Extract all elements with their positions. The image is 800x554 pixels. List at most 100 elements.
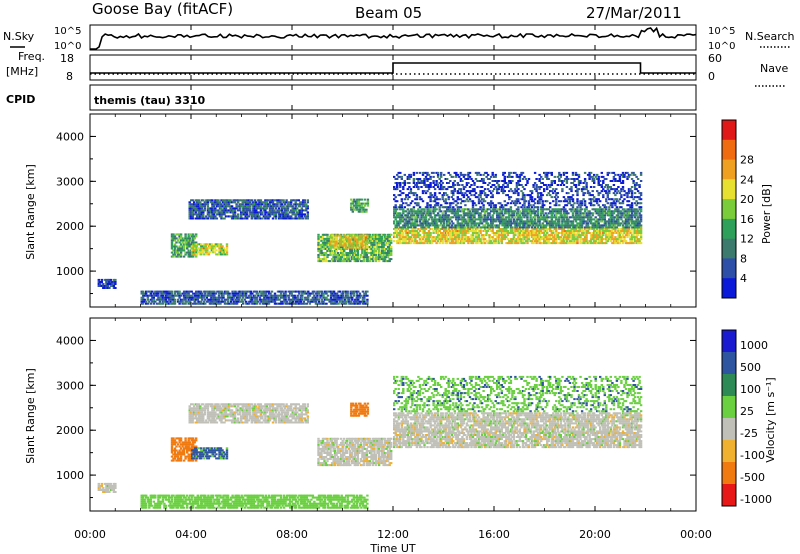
power-cell [571,222,575,225]
power-cell [543,230,546,232]
power-cell [429,204,432,207]
power-cell [353,200,356,203]
power-cell [605,230,608,232]
power-cell [221,201,225,204]
power-cell [455,230,458,232]
power-cell [471,230,475,232]
power-cell [636,232,640,234]
power-cell [193,235,196,238]
power-cell [609,240,612,243]
power-cell [530,240,534,243]
power-cell [334,246,337,249]
power-cell [503,222,506,225]
power-cell [585,216,588,219]
power-cell [496,230,499,232]
power-cell [471,200,475,203]
power-cell [306,215,309,218]
power-cell [149,290,152,293]
power-cell [594,216,597,219]
power-cell [441,188,444,191]
power-cell [467,242,470,245]
power-cell [197,217,200,220]
power-cell [547,234,550,237]
power-cell [483,194,487,197]
power-cell [591,204,594,207]
power-cell [508,240,511,243]
power-cell [558,220,561,223]
power-cell [214,211,217,214]
power-cell [374,260,378,263]
power-cell [438,182,441,184]
power-cell [562,230,566,232]
power-cell [502,232,505,234]
power-cell [192,239,195,242]
power-cell [380,246,384,248]
power-cell [449,232,452,234]
power-cell [550,212,553,215]
power-cell [589,226,593,229]
power-cell [629,230,632,232]
power-cell [256,205,259,208]
power-cell [388,248,391,250]
power-cell [459,238,463,241]
power-cell [409,224,413,227]
power-cell [493,242,496,245]
power-cell [346,252,349,254]
power-cell [148,294,151,297]
power-cell [465,182,469,184]
power-cell [195,243,198,246]
power-cell [192,241,195,244]
power-cell [630,196,634,199]
power-cell [218,245,221,248]
power-cell [467,200,470,203]
power-cell [357,200,361,203]
power-cell [396,212,399,215]
power-cell [521,194,525,197]
power-cell [529,214,532,217]
power-cell [430,222,434,225]
power-cell [352,240,355,243]
power-cell [427,210,431,213]
power-cell [452,198,455,201]
power-cell [280,215,284,218]
power-cell [368,235,372,238]
power-cell [520,184,523,186]
power-cell [399,212,402,215]
power-cell [541,226,544,229]
power-cell [459,242,463,245]
power-cell [317,250,320,252]
power-cell [626,216,629,219]
power-cell [536,194,540,197]
power-cell [302,201,305,204]
power-cell [635,240,638,243]
power-cell [380,243,384,246]
power-cell [552,208,555,211]
power-cell [218,251,221,254]
power-cell [364,254,367,256]
power-cell [515,224,519,227]
power-cell [624,232,628,234]
power-cell [170,241,174,244]
power-cell [288,215,291,218]
power-cell [411,234,414,237]
power-cell [597,184,600,186]
power-cell [396,188,399,191]
power-cell [621,173,625,176]
power-cell [229,207,232,210]
power-cell [221,251,224,254]
power-cell [379,254,382,256]
power-cell [614,208,617,211]
power-cell [483,188,487,191]
power-cell [502,234,505,237]
power-cell [412,224,416,227]
power-cell [443,224,446,227]
power-cell [259,207,263,210]
power-cell [608,224,611,227]
power-cell [603,178,606,180]
power-cell [564,204,567,207]
power-cell [462,238,466,241]
power-cell [366,240,369,243]
power-cell [526,182,529,184]
power-cell [420,198,423,201]
power-cell [533,214,537,217]
